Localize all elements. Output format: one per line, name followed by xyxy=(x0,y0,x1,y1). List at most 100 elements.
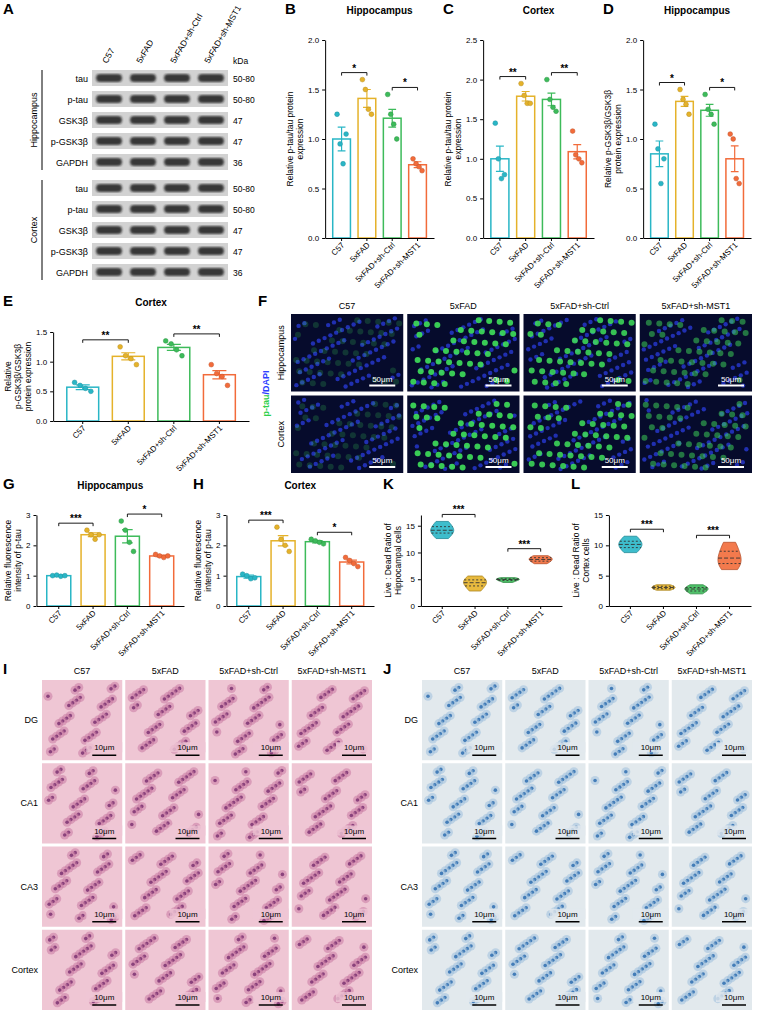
p-tau-signal xyxy=(529,367,535,373)
nucleus xyxy=(692,382,696,386)
chart-panel: BRelative p-tau/tau proteinexpressionHip… xyxy=(285,0,435,290)
p-tau-signal xyxy=(320,381,326,387)
cell-nucleus xyxy=(93,720,97,724)
bar xyxy=(158,347,190,421)
bar xyxy=(47,576,71,606)
p-tau-signal xyxy=(443,441,449,447)
bar xyxy=(542,99,560,238)
nucleus xyxy=(370,360,374,364)
p-tau-signal xyxy=(585,350,591,356)
nucleus xyxy=(551,423,555,427)
p-tau-signal xyxy=(299,403,305,409)
p-tau-signal xyxy=(436,452,442,458)
nucleus xyxy=(527,457,531,461)
p-tau-signal xyxy=(579,420,585,426)
cell-nucleus xyxy=(309,714,313,718)
blot-band xyxy=(96,74,122,82)
p-tau-signal xyxy=(335,453,341,459)
nucleus xyxy=(526,347,530,351)
p-tau-signal xyxy=(433,347,439,353)
nucleus xyxy=(351,399,355,403)
cell-nucleus xyxy=(214,720,218,724)
nucleus xyxy=(425,365,429,369)
p-tau-signal xyxy=(371,341,377,347)
cell-nucleus xyxy=(260,805,264,809)
y-tick-label: 0.5 xyxy=(36,387,48,396)
p-tau-signal xyxy=(503,341,509,347)
significance-label: * xyxy=(403,77,407,88)
nucleus xyxy=(564,354,568,358)
nucleus xyxy=(720,335,724,339)
x-tick: C57 xyxy=(488,238,505,257)
p-tau-signal xyxy=(629,320,635,326)
nucleus xyxy=(589,430,593,434)
nucleus xyxy=(671,334,675,338)
y-tick: 10 xyxy=(406,549,421,558)
p-tau-signal xyxy=(332,442,338,448)
p-tau-signal xyxy=(453,349,459,355)
y-tick: 2.5 xyxy=(466,36,483,45)
nucleus xyxy=(381,322,385,326)
data-point xyxy=(209,362,214,367)
x-tick: 5xFAD xyxy=(507,238,530,264)
p-tau-signal xyxy=(693,431,699,437)
lane-label: 5xFAD xyxy=(134,38,155,65)
significance-label: * xyxy=(352,63,356,74)
nucleus xyxy=(321,436,325,440)
nucleus xyxy=(478,463,482,467)
p-tau-signal xyxy=(646,413,652,419)
nucleus xyxy=(348,412,352,416)
p-tau-signal xyxy=(436,358,442,364)
blot-band xyxy=(198,205,224,213)
nucleus xyxy=(439,410,443,414)
data-point xyxy=(662,156,667,161)
nucleus xyxy=(629,447,633,451)
cell-nucleus xyxy=(299,732,303,736)
cell-nucleus xyxy=(233,752,237,756)
p-tau-signal xyxy=(410,379,416,385)
nucleus xyxy=(474,366,478,370)
nucleus xyxy=(582,323,586,327)
p-tau-signal xyxy=(360,340,366,346)
p-tau-signal xyxy=(717,444,723,450)
nucleus xyxy=(532,421,536,425)
cell-nucleus xyxy=(266,789,270,793)
nucleus xyxy=(733,417,737,421)
plot-marks xyxy=(333,77,427,238)
p-tau-signal xyxy=(363,444,369,450)
p-tau-signal xyxy=(725,433,731,439)
nucleus xyxy=(366,450,370,454)
data-point xyxy=(519,81,524,86)
blot-panel: AC575xFAD5xFAD+sh-Ctrl5xFAD+sh-MST1kData… xyxy=(3,0,255,280)
text-line: Relative p-tau/tau protein xyxy=(443,91,453,186)
y-tick: 15 xyxy=(594,511,609,520)
y-tick: 2.0 xyxy=(466,76,483,85)
data-point xyxy=(391,122,396,127)
blot-band xyxy=(198,158,224,166)
p-tau-signal xyxy=(393,379,399,385)
nucleus xyxy=(493,445,497,449)
p-tau-signal xyxy=(554,347,560,353)
nucleus xyxy=(391,339,395,343)
nucleus xyxy=(706,330,710,334)
blot-band xyxy=(96,205,122,213)
p-tau-signal xyxy=(381,341,387,347)
p-tau-signal xyxy=(413,320,419,326)
cell-nucleus xyxy=(107,804,111,808)
p-tau-signal xyxy=(339,338,345,344)
column-label: 5xFAD xyxy=(152,666,180,676)
micrograph: 10μm xyxy=(125,680,205,760)
nucleus xyxy=(340,404,344,408)
nucleus xyxy=(390,439,394,443)
scale-bar-label: 50μm xyxy=(721,375,742,384)
p-tau-signal xyxy=(353,444,359,450)
nucleus xyxy=(684,415,688,419)
y-axis: 0.00.51.01.52.02.5 xyxy=(466,36,484,243)
data-point xyxy=(83,386,88,391)
p-tau-signal xyxy=(482,340,488,346)
cell-nucleus xyxy=(272,738,276,742)
nucleus xyxy=(528,434,532,438)
y-tick: 1.0 xyxy=(466,155,483,164)
nucleus xyxy=(534,431,538,435)
nucleus xyxy=(592,417,596,421)
